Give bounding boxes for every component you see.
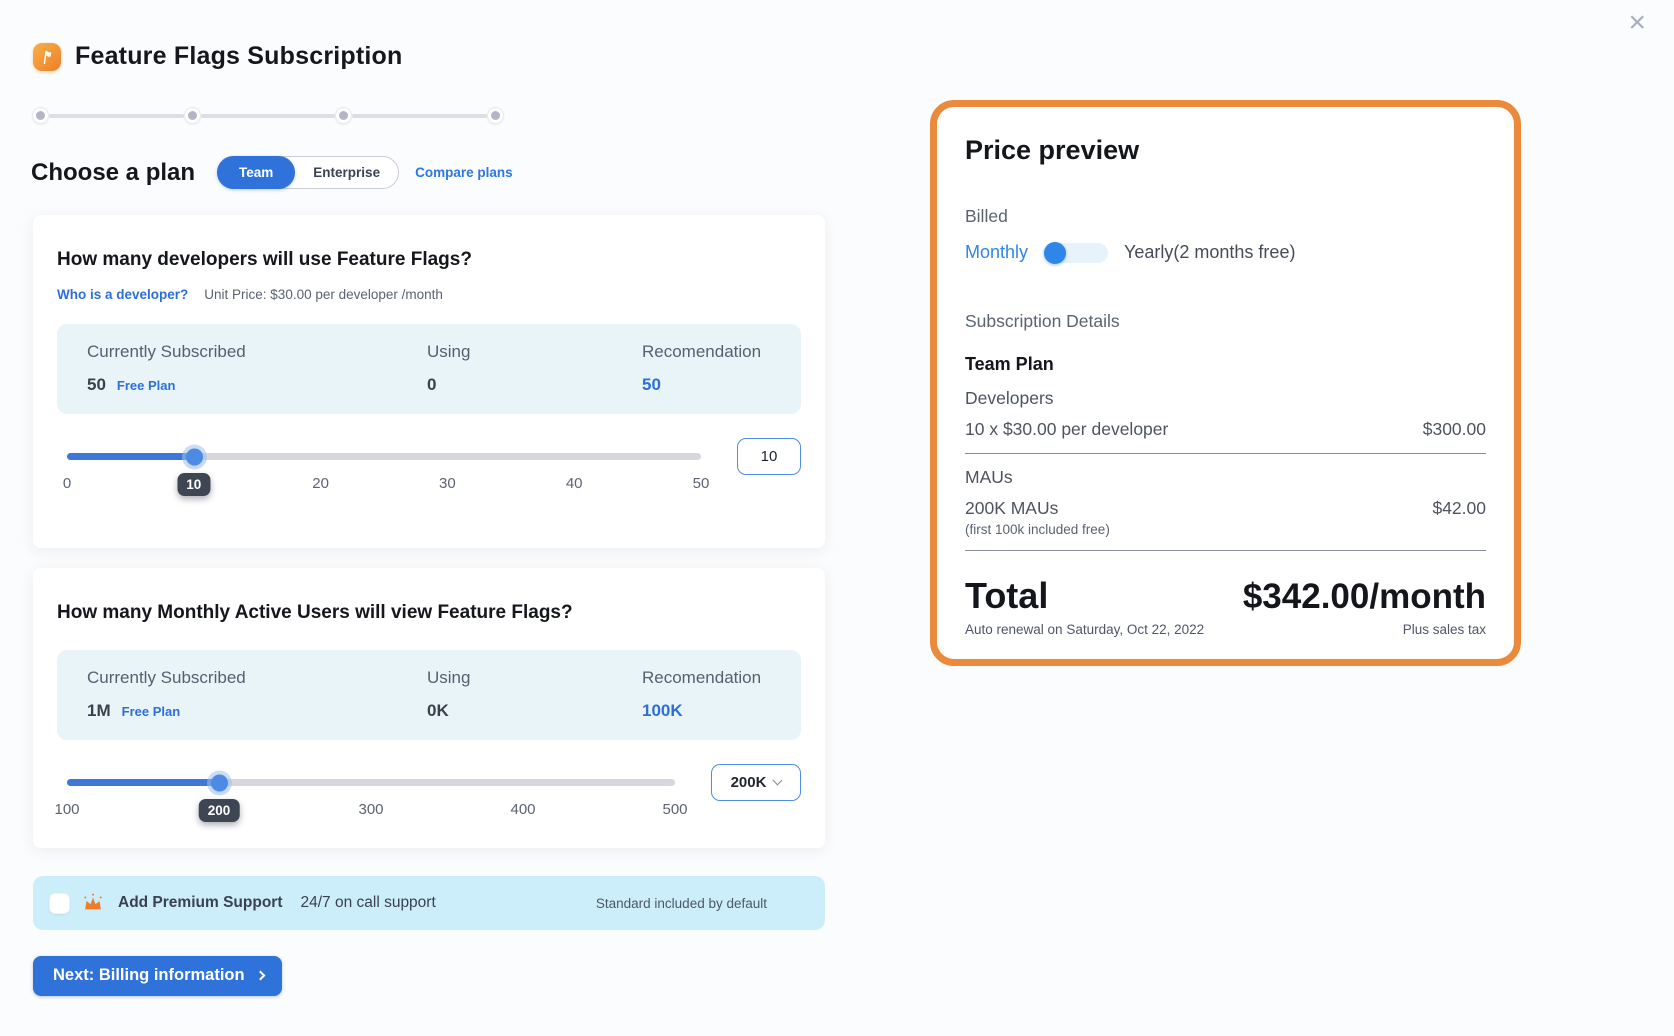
developers-slider-ticks: 0 10 20 30 40 50	[63, 473, 709, 515]
developers-slider-track[interactable]	[67, 448, 701, 465]
step-connector	[200, 113, 336, 118]
progress-stepper	[33, 108, 504, 123]
mau-amount-select[interactable]: 200K	[711, 764, 801, 801]
slider-value-tooltip: 10	[177, 473, 211, 496]
developers-card: How many developers will use Feature Fla…	[33, 215, 825, 548]
mau-usage-summary: Currently Subscribed 1M Free Plan Using …	[57, 650, 801, 740]
yearly-label: Yearly(2 months free)	[1124, 242, 1296, 262]
recommendation-value: 100K	[642, 701, 683, 720]
chevron-right-icon	[255, 970, 266, 981]
billed-label: Billed	[965, 206, 1008, 226]
subscribed-value: 50	[87, 375, 106, 394]
tick-label: 100	[54, 801, 80, 818]
total-value: $342.00/month	[1242, 577, 1486, 616]
subscribed-value: 1M	[87, 701, 111, 720]
price-preview-panel: Price preview Billed Monthly Yearly(2 mo…	[930, 100, 1521, 666]
tick-label: 40	[565, 475, 583, 492]
plan-segmented-control: Team Enterprise	[217, 156, 400, 189]
tax-note: Plus sales tax	[1402, 622, 1486, 637]
column-header-using: Using	[427, 342, 471, 361]
step-connector	[49, 113, 184, 118]
step-connector	[352, 113, 488, 118]
maus-price: $42.00	[1432, 498, 1486, 518]
logo-flag-icon	[33, 42, 61, 71]
compare-plans-link[interactable]: Compare plans	[415, 165, 513, 180]
total-label: Total	[965, 575, 1049, 616]
tick-label: 20	[312, 475, 329, 492]
subscription-details-label: Subscription Details	[965, 311, 1120, 331]
tick-label: 400	[510, 801, 536, 818]
column-header-recommendation: Recomendation	[642, 342, 762, 361]
team-tab[interactable]: Team	[217, 156, 296, 189]
mau-card-title: How many Monthly Active Users will view …	[57, 602, 573, 623]
divider	[965, 550, 1486, 551]
maus-note: (first 100k included free)	[965, 522, 1110, 537]
billing-period-toggle[interactable]	[1044, 241, 1109, 264]
step-dot-3	[336, 108, 352, 123]
recommendation-value: 50	[642, 375, 661, 394]
column-header-subscribed: Currently Subscribed	[87, 342, 246, 361]
mau-slider-handle[interactable]	[211, 774, 228, 791]
developers-price: $300.00	[1422, 419, 1486, 439]
mau-slider-track[interactable]	[67, 774, 675, 791]
toggle-knob	[1044, 241, 1067, 264]
tick-label: 30	[439, 475, 456, 492]
developers-count-input[interactable]	[737, 438, 801, 475]
using-value: 0	[427, 375, 437, 394]
using-value: 0K	[427, 701, 449, 720]
developers-slider-fill	[67, 448, 203, 465]
mau-slider-fill	[67, 774, 228, 791]
next-billing-button[interactable]: Next: Billing information	[33, 956, 282, 996]
step-dot-2	[184, 108, 200, 123]
unit-price-label: Unit Price: $30.00 per developer /month	[204, 287, 443, 302]
column-header-recommendation: Recomendation	[642, 668, 762, 687]
tick-label: 500	[662, 801, 688, 818]
developers-item-label: Developers	[965, 388, 1054, 408]
premium-support-row: Add Premium Support 24/7 on call support…	[33, 876, 825, 930]
plan-name: Team Plan	[965, 354, 1054, 374]
tick-label: 0	[62, 475, 72, 492]
renewal-note: Auto renewal on Saturday, Oct 22, 2022	[965, 622, 1205, 637]
monthly-label: Monthly	[965, 242, 1029, 262]
header: Feature Flags Subscription	[33, 42, 402, 71]
premium-support-sub: 24/7 on call support	[300, 894, 436, 911]
price-preview-title: Price preview	[965, 135, 1140, 165]
developers-slider-handle[interactable]	[185, 448, 203, 465]
premium-support-label: Add Premium Support	[118, 894, 283, 911]
column-header-using: Using	[427, 668, 471, 687]
tick-label: 50	[692, 475, 710, 492]
mau-slider-ticks: 100 200 300 400 500	[54, 799, 688, 841]
mau-select-value: 200K	[730, 774, 767, 791]
tick-label: 300	[358, 801, 384, 818]
step-dot-1	[33, 108, 48, 123]
crown-icon	[82, 892, 104, 914]
developers-usage-summary: Currently Subscribed 50 Free Plan Using …	[57, 324, 801, 414]
free-plan-link[interactable]: Free Plan	[116, 378, 176, 393]
close-icon[interactable]: ×	[1628, 6, 1646, 39]
developers-line: 10 x $30.00 per developer	[965, 419, 1169, 439]
plan-chooser: Choose a plan Team Enterprise Compare pl…	[31, 156, 513, 189]
mau-card: How many Monthly Active Users will view …	[33, 568, 825, 848]
maus-line: 200K MAUs	[965, 498, 1059, 518]
enterprise-tab[interactable]: Enterprise	[313, 165, 381, 180]
who-is-developer-link[interactable]: Who is a developer?	[57, 287, 189, 302]
premium-support-checkbox[interactable]	[49, 892, 70, 914]
maus-item-label: MAUs	[965, 467, 1013, 487]
next-billing-label: Next: Billing information	[53, 966, 245, 984]
chevron-down-icon	[772, 775, 783, 786]
slider-value-tooltip: 200	[198, 799, 240, 822]
premium-support-note: Standard included by default	[595, 895, 767, 911]
page-title: Feature Flags Subscription	[75, 42, 403, 70]
choose-plan-heading: Choose a plan	[31, 158, 196, 186]
step-dot-4	[488, 108, 504, 123]
free-plan-link[interactable]: Free Plan	[121, 704, 181, 719]
developers-card-title: How many developers will use Feature Fla…	[57, 249, 472, 270]
column-header-subscribed: Currently Subscribed	[87, 668, 246, 687]
divider	[965, 453, 1486, 454]
